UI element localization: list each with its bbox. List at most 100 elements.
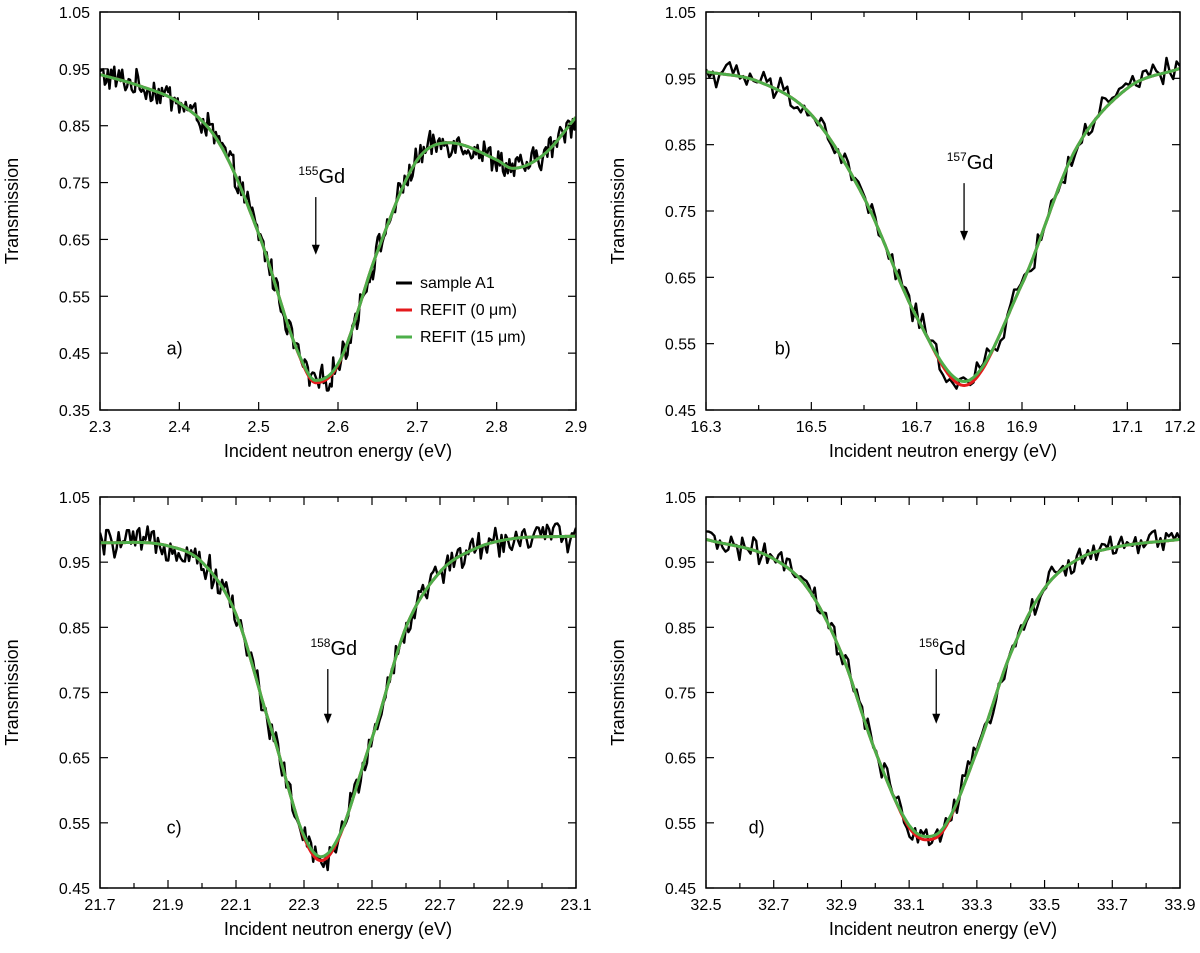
isotope-label: 156Gd <box>919 636 966 660</box>
x-tick-label: 16.3 <box>690 419 721 436</box>
y-tick-label: 0.55 <box>59 816 90 833</box>
isotope-label: 158Gd <box>310 636 357 660</box>
y-tick-label: 1.05 <box>59 5 90 22</box>
x-tick-label: 33.1 <box>894 897 925 914</box>
x-axis-label: Incident neutron energy (eV) <box>224 919 452 939</box>
y-tick-label: 0.35 <box>59 403 90 420</box>
x-tick-label: 22.3 <box>288 897 319 914</box>
y-tick-label: 0.75 <box>59 176 90 193</box>
series-refit-0um <box>100 534 576 863</box>
y-tick-label: 0.65 <box>59 232 90 249</box>
x-tick-label: 33.5 <box>1029 897 1060 914</box>
x-tick-label: 22.5 <box>356 897 387 914</box>
isotope-symbol: Gd <box>318 166 345 188</box>
y-tick-label: 1.05 <box>59 490 90 507</box>
panel-label: d) <box>749 817 765 837</box>
x-tick-label: 33.9 <box>1164 897 1195 914</box>
y-tick-label: 0.95 <box>665 555 696 572</box>
isotope-label: 155Gd <box>298 164 345 188</box>
x-tick-label: 17.2 <box>1164 419 1195 436</box>
series-refit-0um <box>706 537 1180 842</box>
x-tick-label: 23.1 <box>560 897 591 914</box>
x-tick-label: 32.5 <box>690 897 721 914</box>
x-tick-label: 32.9 <box>826 897 857 914</box>
isotope-mass: 155 <box>298 164 318 178</box>
y-tick-label: 0.45 <box>665 881 696 898</box>
y-axis-label: Transmission <box>2 639 22 745</box>
chart-panel-d: 0.45 0.55 0.65 0.75 0.85 0.95 1.05 32.5 32.7 32.9… <box>608 490 1196 939</box>
legend-label-data: sample A1 <box>420 275 495 292</box>
legend-label-refit_0: REFIT (0 μm) <box>420 302 517 319</box>
isotope-symbol: Gd <box>939 638 966 660</box>
series-refit-15um <box>100 73 576 382</box>
isotope-label: 157Gd <box>947 150 994 174</box>
plot-area <box>706 56 1180 390</box>
y-tick-label: 0.65 <box>665 270 696 287</box>
y-tick-label: 1.05 <box>665 5 696 22</box>
isotope-arrowhead <box>932 713 941 724</box>
x-tick-label: 22.1 <box>220 897 251 914</box>
isotope-mass: 157 <box>947 150 967 164</box>
y-tick-label: 0.85 <box>59 620 90 637</box>
chart-panel-a: 0.35 0.45 0.55 0.65 0.75 0.85 0.95 1.05 2.3 2.4 2.… <box>2 5 587 461</box>
plot-area <box>100 522 576 872</box>
x-tick-label: 2.4 <box>168 419 190 436</box>
y-tick-label: 0.75 <box>665 204 696 221</box>
isotope-symbol: Gd <box>967 152 994 174</box>
panel-label: b) <box>775 338 791 358</box>
y-tick-label: 0.75 <box>665 686 696 703</box>
y-tick-label: 0.75 <box>59 686 90 703</box>
x-tick-label: 21.7 <box>84 897 115 914</box>
y-tick-label: 0.95 <box>665 71 696 88</box>
y-tick-label: 0.95 <box>59 555 90 572</box>
y-tick-label: 0.55 <box>59 289 90 306</box>
x-tick-label: 16.8 <box>954 419 985 436</box>
isotope-arrowhead <box>960 230 969 241</box>
x-tick-label: 33.3 <box>961 897 992 914</box>
x-tick-label: 16.9 <box>1006 419 1037 436</box>
isotope-mass: 156 <box>919 636 939 650</box>
x-tick-label: 2.5 <box>248 419 270 436</box>
chart-panel-b: 0.45 0.55 0.65 0.75 0.85 0.95 1.05 16.3 16.5 16.7… <box>608 5 1196 461</box>
x-tick-label: 2.7 <box>406 419 428 436</box>
y-tick-label: 0.45 <box>665 403 696 420</box>
y-axis-label: Transmission <box>608 639 628 745</box>
x-tick-label: 16.7 <box>901 419 932 436</box>
x-axis-label: Incident neutron energy (eV) <box>224 441 452 461</box>
y-tick-label: 1.05 <box>665 490 696 507</box>
x-tick-label: 33.7 <box>1097 897 1128 914</box>
y-tick-label: 0.65 <box>665 751 696 768</box>
isotope-arrowhead <box>323 713 332 724</box>
y-tick-label: 0.85 <box>59 119 90 136</box>
series-sample-a1 <box>706 529 1180 847</box>
x-tick-label: 2.3 <box>89 419 111 436</box>
legend: sample A1 REFIT (0 μm) REFIT (15 μm) <box>396 275 526 346</box>
y-tick-label: 0.95 <box>59 62 90 79</box>
y-tick-label: 0.45 <box>59 881 90 898</box>
x-tick-label: 2.9 <box>565 419 587 436</box>
series-sample-a1 <box>706 56 1180 390</box>
y-tick-label: 0.65 <box>59 751 90 768</box>
y-tick-label: 0.85 <box>665 138 696 155</box>
x-tick-label: 21.9 <box>152 897 183 914</box>
series-refit-15um <box>706 537 1180 838</box>
x-tick-label: 32.7 <box>758 897 789 914</box>
isotope-mass: 158 <box>310 636 330 650</box>
series-refit-15um <box>706 66 1180 384</box>
chart-panel-c: 0.45 0.55 0.65 0.75 0.85 0.95 1.05 21.7 21.9 22.1… <box>2 490 592 939</box>
panel-label: c) <box>167 817 182 837</box>
x-tick-label: 2.8 <box>486 419 508 436</box>
panel-label: a) <box>167 338 183 358</box>
x-tick-label: 22.9 <box>492 897 523 914</box>
x-axis-label: Incident neutron energy (eV) <box>829 919 1057 939</box>
plot-area <box>100 65 576 392</box>
x-tick-label: 17.1 <box>1112 419 1143 436</box>
x-tick-label: 22.7 <box>424 897 455 914</box>
legend-label-refit_15: REFIT (15 μm) <box>420 329 526 346</box>
x-tick-label: 2.6 <box>327 419 349 436</box>
y-tick-label: 0.55 <box>665 816 696 833</box>
x-axis-label: Incident neutron energy (eV) <box>829 441 1057 461</box>
y-tick-label: 0.45 <box>59 346 90 363</box>
y-axis-label: Transmission <box>608 158 628 264</box>
isotope-arrowhead <box>311 244 320 255</box>
